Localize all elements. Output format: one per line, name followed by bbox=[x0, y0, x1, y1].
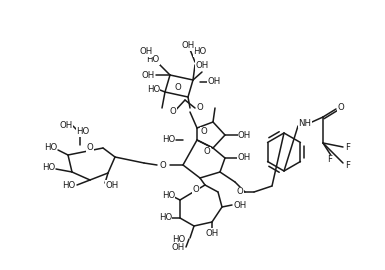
Text: OH: OH bbox=[142, 70, 155, 79]
Text: OH: OH bbox=[181, 42, 195, 50]
Text: OH: OH bbox=[207, 77, 220, 86]
Text: OH: OH bbox=[172, 244, 185, 252]
Text: OH: OH bbox=[205, 228, 218, 238]
Text: O: O bbox=[237, 187, 243, 197]
Text: OH: OH bbox=[237, 154, 250, 163]
Text: HO: HO bbox=[159, 214, 172, 222]
Text: O: O bbox=[201, 127, 208, 137]
Text: F: F bbox=[328, 156, 333, 164]
Text: F: F bbox=[345, 160, 350, 170]
Text: HO: HO bbox=[162, 191, 175, 200]
Text: HO: HO bbox=[147, 86, 160, 94]
Text: OH: OH bbox=[60, 120, 73, 130]
Text: O: O bbox=[160, 160, 166, 170]
Text: HO: HO bbox=[146, 56, 160, 65]
Text: HO: HO bbox=[42, 164, 55, 173]
Text: HO: HO bbox=[76, 127, 90, 137]
Text: O: O bbox=[204, 147, 210, 157]
Text: HO: HO bbox=[162, 136, 175, 144]
Text: O: O bbox=[197, 103, 203, 112]
Text: OH: OH bbox=[105, 181, 118, 190]
Text: HO: HO bbox=[44, 143, 57, 153]
Text: HO: HO bbox=[193, 48, 207, 56]
Text: OH: OH bbox=[139, 48, 152, 56]
Text: O: O bbox=[170, 107, 176, 116]
Text: HO: HO bbox=[172, 235, 185, 245]
Text: O: O bbox=[175, 83, 181, 92]
Text: O: O bbox=[192, 185, 199, 194]
Text: OH: OH bbox=[238, 130, 251, 140]
Text: HO: HO bbox=[62, 181, 75, 190]
Text: F: F bbox=[345, 143, 350, 153]
Text: OH: OH bbox=[195, 60, 208, 69]
Text: NH: NH bbox=[298, 119, 311, 127]
Text: OH: OH bbox=[233, 201, 246, 210]
Text: O: O bbox=[338, 103, 344, 112]
Text: O: O bbox=[87, 143, 94, 153]
